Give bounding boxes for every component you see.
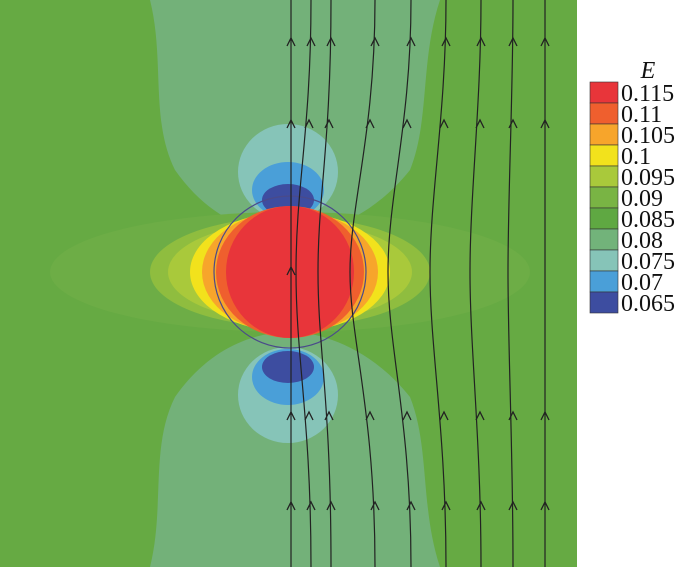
legend-swatches: 0.1150.110.1050.10.0950.090.0850.080.075…: [589, 81, 675, 317]
arrow: [406, 36, 416, 47]
arrow: [365, 410, 375, 421]
legend-label: 0.09: [621, 186, 663, 212]
arrow: [508, 36, 518, 47]
legend-swatch: [589, 228, 619, 251]
contour-blob-lower-0.065: [262, 351, 314, 383]
legend-swatch: [589, 144, 619, 167]
arrow: [286, 410, 296, 421]
legend-title: E: [640, 58, 656, 84]
legend-label: 0.105: [621, 123, 675, 149]
streamline: [317, 0, 332, 567]
legend-label: 0.07: [621, 270, 663, 296]
contour-field: [0, 0, 577, 567]
arrow: [441, 500, 451, 511]
legend-label: 0.115: [621, 81, 674, 107]
inclusion-outline: [213, 195, 367, 349]
legend-swatch: [589, 186, 619, 209]
streamline: [429, 0, 447, 567]
arrow: [508, 500, 518, 511]
arrow: [406, 500, 416, 511]
legend-label: 0.11: [621, 102, 662, 128]
arrow: [324, 118, 334, 129]
arrow: [475, 118, 485, 129]
legend-swatch: [589, 291, 619, 314]
streamline-arrows: [286, 36, 550, 511]
color-legend: E 0.1150.110.1050.10.0950.090.0850.080.0…: [589, 58, 675, 317]
streamline: [349, 0, 376, 567]
arrow: [441, 36, 451, 47]
arrow: [304, 118, 314, 129]
arrow: [439, 118, 449, 129]
legend-label: 0.065: [621, 291, 675, 317]
legend-label: 0.1: [621, 144, 651, 170]
arrow: [365, 118, 375, 129]
arrow: [326, 36, 336, 47]
arrow: [540, 36, 550, 47]
arrow: [286, 265, 296, 276]
contour-lobe-lower: [150, 332, 440, 567]
legend-swatch: [589, 102, 619, 125]
streamline: [387, 0, 412, 567]
contour-core-0.115: [226, 206, 354, 338]
legend-swatch: [589, 270, 619, 293]
contour-lobe-upper: [150, 0, 440, 235]
arrow: [286, 118, 296, 129]
arrow: [476, 500, 486, 511]
arrow: [439, 410, 449, 421]
arrow: [304, 410, 314, 421]
arrow: [370, 500, 380, 511]
legend-swatch: [589, 123, 619, 146]
legend-label: 0.075: [621, 249, 675, 275]
arrow: [402, 118, 412, 129]
legend-label: 0.08: [621, 228, 663, 254]
arrow: [540, 118, 550, 129]
arrow: [370, 36, 380, 47]
legend-label: 0.095: [621, 165, 675, 191]
arrow: [326, 500, 336, 511]
streamline: [469, 0, 482, 567]
arrow: [508, 118, 518, 129]
arrow: [306, 36, 316, 47]
streamline: [507, 0, 514, 567]
streamline: [295, 0, 312, 567]
arrow: [324, 410, 334, 421]
arrow: [508, 410, 518, 421]
legend-swatch: [589, 165, 619, 188]
arrow: [476, 36, 486, 47]
arrow: [540, 410, 550, 421]
legend-swatch: [589, 81, 619, 104]
legend-label: 0.085: [621, 207, 675, 233]
arrow: [475, 410, 485, 421]
streamlines: [290, 0, 546, 567]
arrow: [402, 410, 412, 421]
legend-swatch: [589, 207, 619, 230]
legend-swatch: [589, 249, 619, 272]
arrow: [540, 500, 550, 511]
arrow: [286, 36, 296, 47]
arrow: [286, 500, 296, 511]
arrow: [306, 500, 316, 511]
